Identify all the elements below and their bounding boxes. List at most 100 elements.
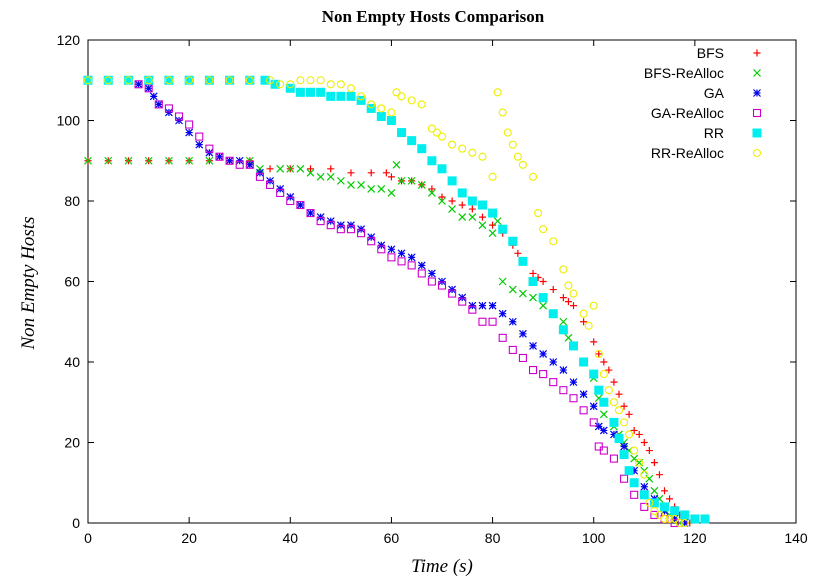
data-point [514, 249, 522, 257]
data-point [437, 281, 447, 290]
data-point [635, 430, 643, 438]
chart-title: Non Empty Hosts Comparison [322, 7, 545, 26]
data-point [326, 91, 336, 101]
data-point [377, 245, 386, 254]
data-point [149, 92, 158, 101]
data-point [144, 156, 153, 165]
data-point [498, 309, 507, 318]
data-point [336, 80, 345, 89]
data-point [336, 176, 345, 185]
data-point [306, 168, 315, 177]
data-point [609, 417, 619, 427]
data-point [579, 357, 589, 367]
data-point [458, 213, 467, 222]
data-point [599, 370, 608, 379]
legend-marker [753, 69, 761, 77]
data-point [594, 422, 603, 431]
y-tick-label: 120 [57, 32, 81, 48]
data-point [559, 294, 567, 302]
data-point [539, 370, 548, 379]
data-point [437, 132, 447, 141]
x-tick-label: 140 [784, 530, 808, 546]
data-point [620, 418, 629, 427]
data-point [296, 76, 305, 85]
data-point [630, 446, 639, 455]
data-point [286, 164, 295, 173]
data-point [620, 474, 629, 483]
data-point [650, 486, 659, 495]
data-point [347, 180, 355, 189]
data-point [134, 80, 143, 89]
data-point [558, 325, 568, 335]
data-point [387, 245, 396, 254]
data-point [508, 285, 517, 294]
data-point [549, 378, 558, 387]
data-point [205, 76, 214, 85]
legend-label: GA [704, 85, 725, 101]
data-point [134, 80, 143, 89]
data-point [104, 156, 113, 165]
data-point [296, 201, 305, 209]
data-point [579, 390, 588, 399]
data-point [276, 80, 285, 89]
data-point [661, 487, 669, 495]
series-0 [84, 157, 694, 527]
data-point [205, 156, 214, 165]
data-point [640, 439, 648, 446]
data-point [336, 91, 346, 101]
data-point [195, 132, 204, 141]
data-point [579, 309, 588, 318]
data-point [665, 514, 674, 524]
data-point [518, 353, 527, 363]
legend: BFS BFS-ReAlloc GA GA-ReAlloc RR RR-ReAlloc [644, 45, 762, 161]
data-point [407, 136, 417, 146]
data-point [346, 84, 356, 93]
data-point [174, 112, 184, 121]
legend-marker [752, 148, 762, 158]
data-point [559, 265, 568, 274]
legend-marker [753, 49, 761, 57]
data-point [205, 144, 214, 153]
data-point [513, 152, 522, 161]
data-point [640, 470, 649, 479]
data-point [655, 510, 664, 520]
data-point [467, 196, 477, 206]
data-point [407, 261, 416, 270]
data-point [579, 406, 588, 415]
data-point [589, 301, 598, 310]
x-tick-label: 20 [181, 530, 197, 546]
legend-label: RR-ReAlloc [651, 145, 724, 161]
data-point [357, 180, 366, 189]
data-point [326, 221, 335, 230]
data-point [610, 430, 618, 439]
data-point [559, 317, 568, 326]
data-point [316, 87, 326, 97]
data-point [670, 506, 680, 516]
data-point [569, 302, 577, 310]
data-point [589, 402, 598, 411]
data-point [154, 100, 163, 109]
data-point [488, 317, 497, 326]
data-point [539, 278, 547, 285]
data-point [569, 289, 578, 298]
data-point [458, 297, 467, 306]
data-point [488, 208, 498, 218]
y-tick-label: 60 [64, 274, 80, 290]
axis-ticks: 0 20 40 60 80 100 120 140 0 20 40 60 80 100 120 [57, 32, 808, 546]
data-point [528, 172, 538, 181]
data-point [468, 205, 476, 213]
data-point [640, 502, 649, 511]
data-point [468, 213, 477, 222]
data-point [296, 200, 305, 210]
data-point [508, 140, 517, 149]
data-point [503, 128, 512, 137]
data-point [599, 397, 609, 407]
data-point [675, 518, 684, 528]
data-point [437, 164, 447, 174]
data-point [589, 369, 599, 379]
data-point [286, 80, 295, 89]
data-point [447, 176, 457, 186]
data-point [448, 197, 456, 205]
data-point [610, 378, 618, 386]
data-point [124, 156, 133, 165]
